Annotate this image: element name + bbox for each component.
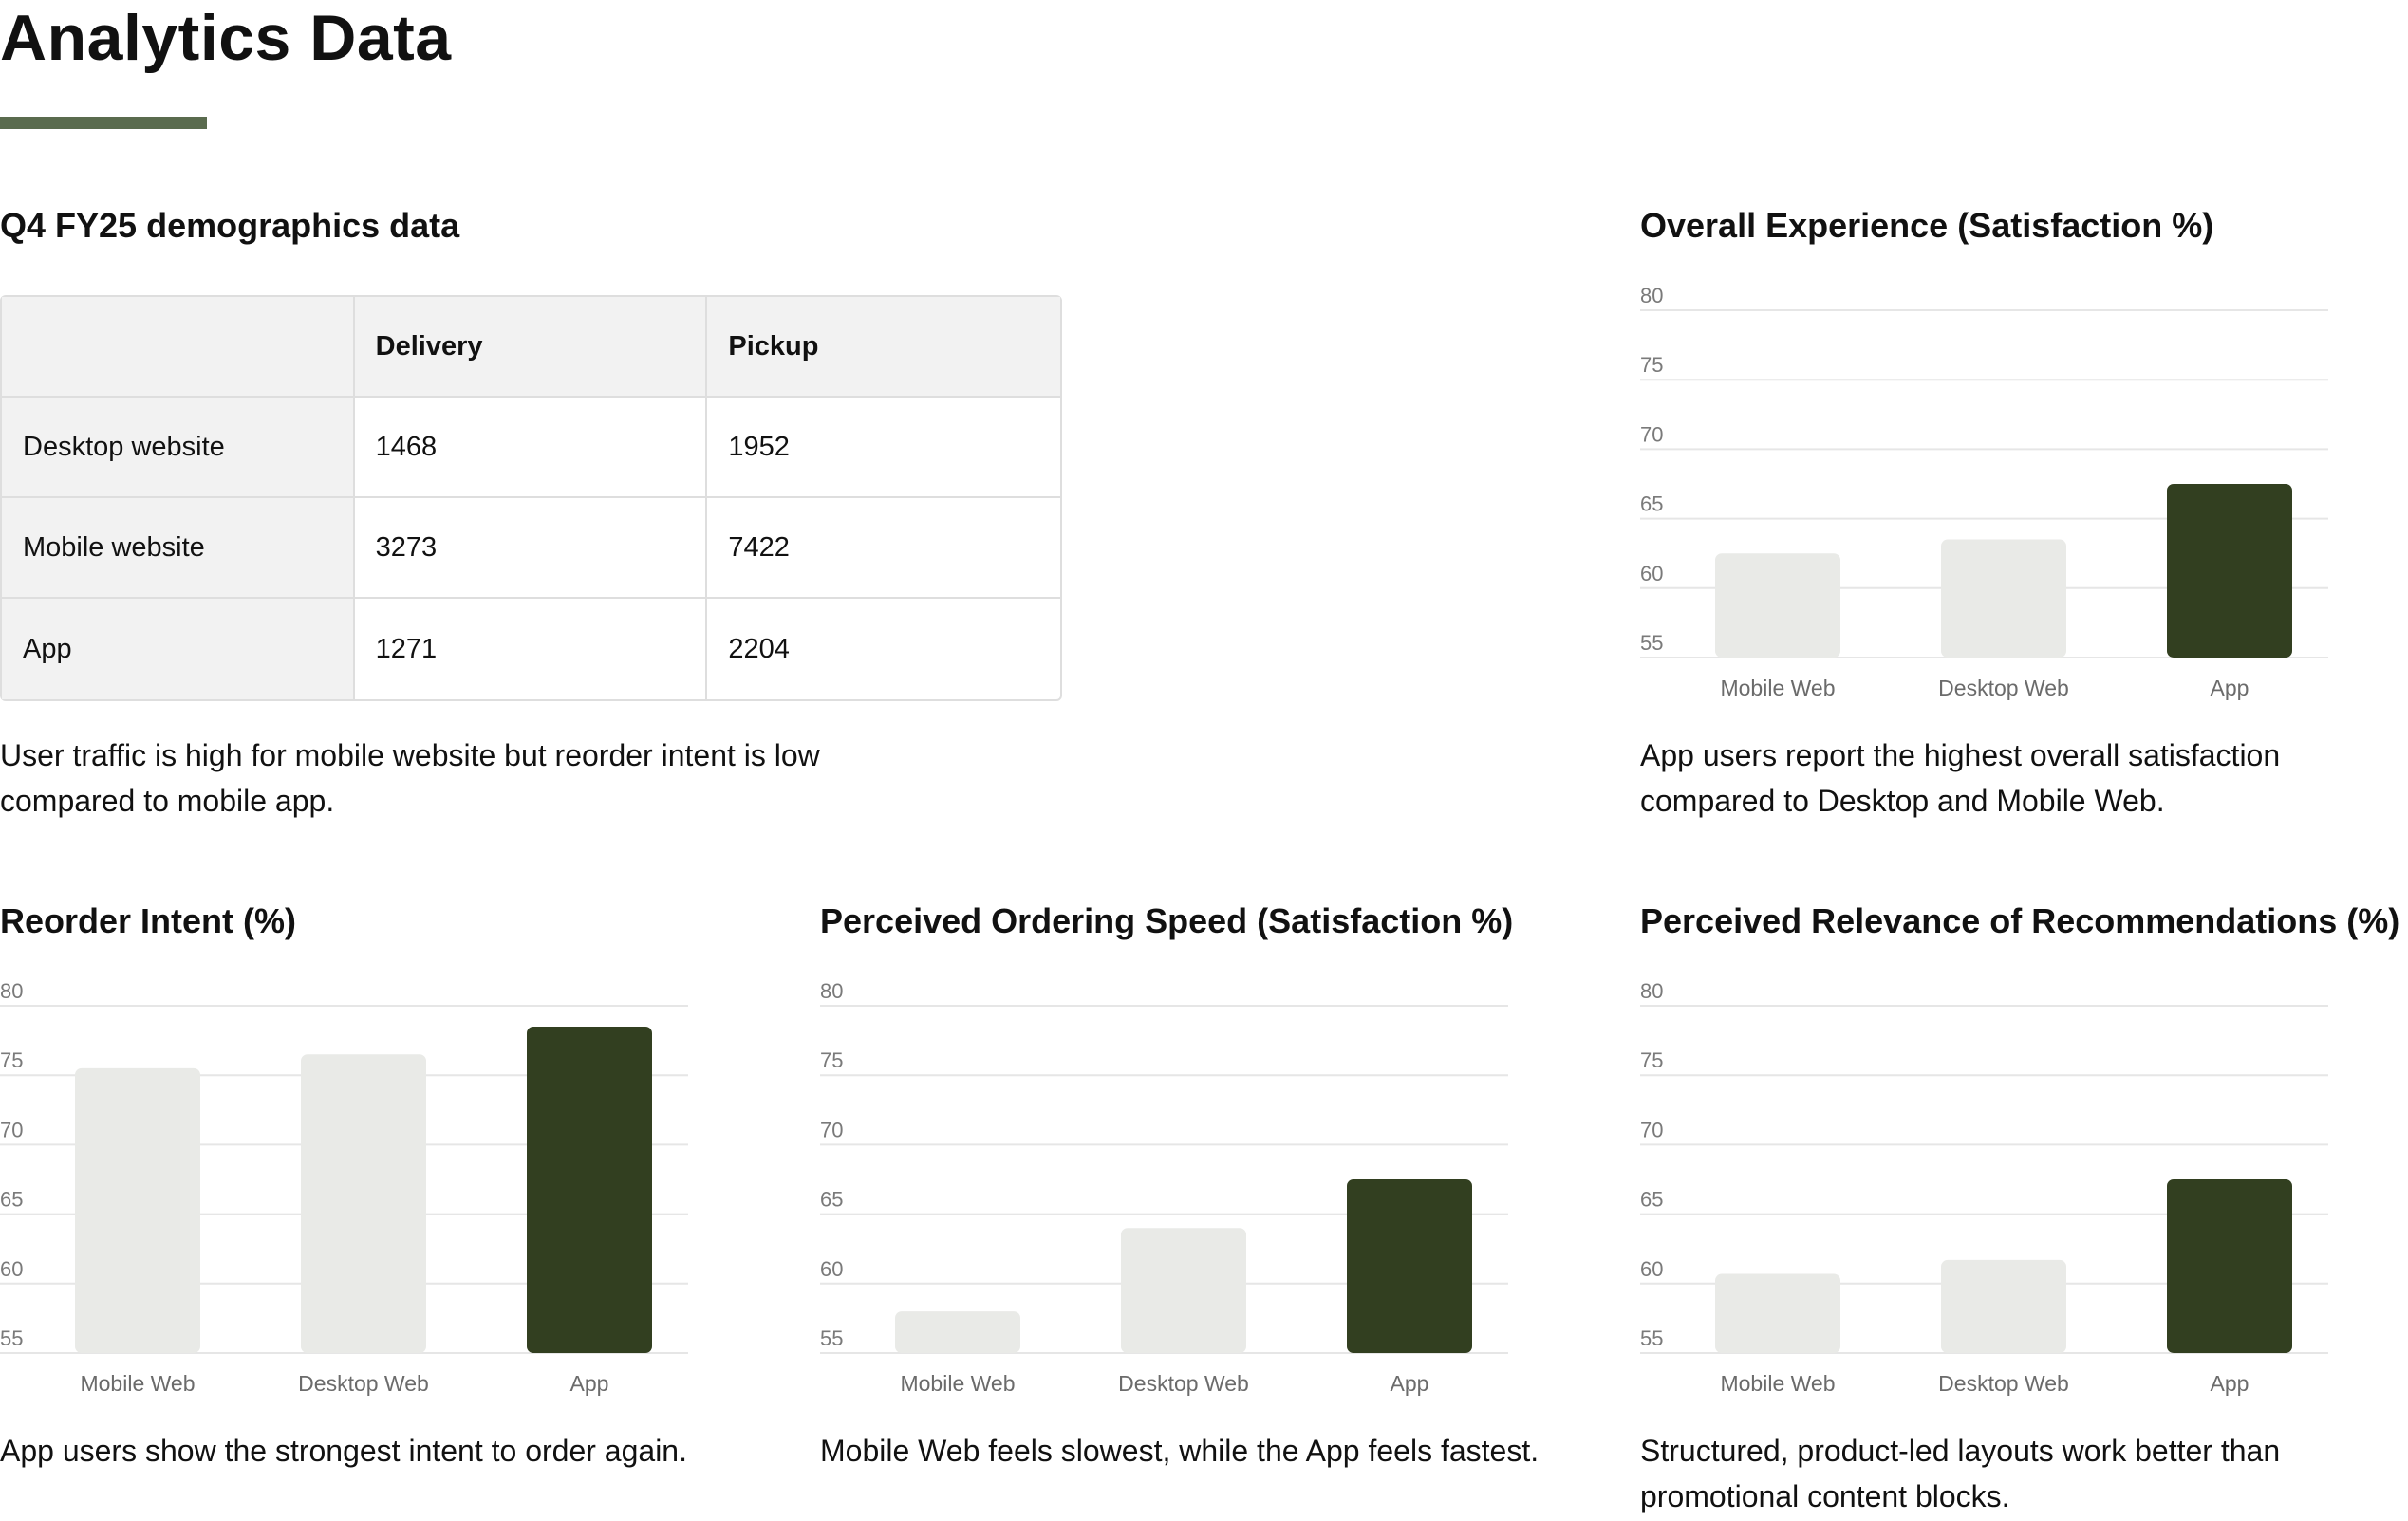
y-tick-label: 70 [1640,1118,1663,1141]
chart-caption-ordering-speed: Mobile Web feels slowest, while the App … [820,1434,1540,1468]
bar-desktop-web [1941,539,2066,658]
page-title: Analytics Data [0,2,452,74]
x-category-label: App [2211,1371,2249,1396]
bar-mobile-web [75,1067,200,1353]
chart-title-overall-experience: Overall Experience (Satisfaction %) [1640,206,2214,245]
y-tick-label: 55 [0,1326,23,1350]
y-tick-label: 60 [820,1257,843,1281]
y-tick-label: 70 [0,1118,23,1141]
y-tick-label: 75 [1640,1048,1663,1072]
table-title: Q4 FY25 demographics data [0,206,460,245]
y-tick-label: 60 [0,1257,23,1281]
table-cell: 7422 [707,498,1060,599]
bar-desktop-web [301,1054,426,1353]
table-cell: 1271 [355,599,708,699]
y-tick-label: 55 [1640,631,1663,655]
chart-caption-reorder-intent: App users show the strongest intent to o… [0,1434,687,1468]
y-tick-label: 80 [1640,979,1663,1003]
y-tick-label: 70 [820,1118,843,1141]
x-category-label: Mobile Web [1720,1371,1835,1396]
table-cell: 2204 [728,633,790,664]
chart-relevance: 80 75 70 65 60 55 Mobile Web Desktop Web App [1640,979,2328,1396]
y-tick-label: 75 [0,1048,23,1072]
chart-ordering-speed: 80 75 70 65 60 55 Mobile Web Desktop Web App [820,979,1508,1396]
y-tick-label: 60 [1640,1257,1663,1281]
demographics-table: Delivery Pickup Desktop website 1468 195… [0,295,1062,701]
table-row-label: App [2,599,355,699]
x-category-label: Desktop Web [1118,1371,1249,1396]
x-category-label: App [1391,1371,1429,1396]
table-row: Desktop website 1468 1952 [2,398,1060,498]
table-header-row: Delivery Pickup [2,297,1060,398]
y-tick-label: 80 [0,979,23,1003]
y-tick-label: 80 [1640,284,1663,307]
bar-mobile-web [1715,1273,1840,1353]
chart-caption-relevance: Structured, product-led layouts work bet… [1640,1434,2281,1513]
chart-caption-overall-experience: App users report the highest overall sat… [1640,738,2281,818]
table-cell: 3273 [354,498,708,599]
x-category-label: Mobile Web [900,1371,1015,1396]
y-tick-label: 65 [1640,1188,1663,1212]
bar-mobile-web [895,1311,1020,1353]
x-category-label: Desktop Web [298,1371,429,1396]
title-underline [0,117,207,129]
table-row-label: Mobile website [2,498,355,599]
bar-mobile-web [1715,553,1840,658]
chart-reorder-intent: 80 75 70 65 60 55 Mobile Web Desktop Web App [0,979,688,1396]
x-category-label: App [2211,676,2249,700]
x-category-label: Mobile Web [1720,676,1835,700]
table-row-label: Desktop website [2,398,355,498]
y-tick-label: 55 [1640,1326,1663,1350]
table-header-cell: Delivery [354,297,708,398]
y-tick-label: 75 [1640,353,1663,377]
bar-app [2167,1179,2292,1353]
y-tick-label: 70 [1640,422,1663,446]
chart-title-reorder-intent: Reorder Intent (%) [0,901,297,940]
y-tick-label: 60 [1640,562,1663,585]
table-row: Mobile website 3273 7422 [2,498,1060,599]
y-tick-label: 65 [0,1188,23,1212]
bar-desktop-web [1121,1228,1246,1353]
table-header-cell [2,297,355,398]
y-tick-label: 65 [1640,492,1663,516]
table-cell: 1468 [354,398,708,498]
bar-app [2167,484,2292,658]
chart-overall-experience: 80 75 70 65 60 55 Mobile Web Desktop Web App [1640,284,2328,700]
y-tick-label: 65 [820,1188,843,1212]
table-header-cell: Pickup [707,297,1060,398]
x-category-label: Mobile Web [80,1371,195,1396]
chart-title-relevance: Perceived Relevance of Recommendations (… [1640,901,2400,940]
y-tick-label: 75 [820,1048,843,1072]
y-tick-label: 55 [820,1326,843,1350]
bar-desktop-web [1941,1259,2066,1353]
table-caption: User traffic is high for mobile website … [0,738,820,818]
x-category-label: Desktop Web [1938,1371,2069,1396]
x-category-label: App [570,1371,609,1396]
chart-title-ordering-speed: Perceived Ordering Speed (Satisfaction %… [820,901,1514,940]
table-cell: 1952 [707,398,1060,498]
table-row: App 1271 2204 [2,599,1060,699]
bar-app [1347,1179,1472,1353]
bar-app [527,1026,652,1353]
y-tick-label: 80 [820,979,843,1003]
x-category-label: Desktop Web [1938,676,2069,700]
